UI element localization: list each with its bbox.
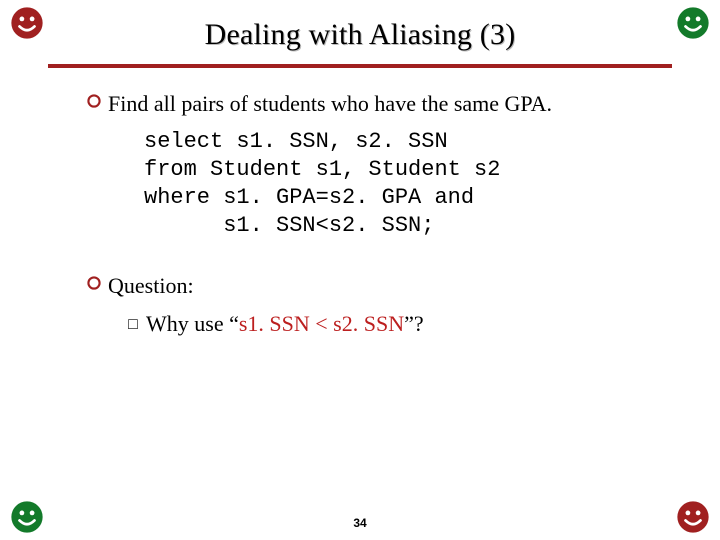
corner-smile-top-right: [676, 6, 710, 40]
page-number: 34: [0, 516, 720, 530]
sql-code-block: select s1. SSN, s2. SSN from Student s1,…: [144, 128, 664, 241]
corner-smile-top-left: [10, 6, 44, 40]
slide-content: Find all pairs of students who have the …: [0, 90, 720, 337]
title-rule: [48, 64, 672, 68]
bullet-text: Question:: [108, 272, 664, 300]
bullet-icon: [80, 90, 108, 108]
sub-text-suffix: ”?: [404, 311, 424, 336]
sub-bullet-icon: □: [120, 310, 146, 335]
sub-text-highlight: s1. SSN < s2. SSN: [239, 311, 404, 336]
bullet-item: Question:: [80, 272, 664, 300]
bullet-icon: [80, 272, 108, 290]
sub-bullet-item: □ Why use “s1. SSN < s2. SSN”?: [120, 310, 664, 338]
sub-text-prefix: Why use “: [146, 311, 239, 336]
bullet-text: Find all pairs of students who have the …: [108, 90, 664, 118]
sub-bullet-text: Why use “s1. SSN < s2. SSN”?: [146, 310, 664, 338]
bullet-item: Find all pairs of students who have the …: [80, 90, 664, 118]
slide-title: Dealing with Aliasing (3): [0, 0, 720, 64]
